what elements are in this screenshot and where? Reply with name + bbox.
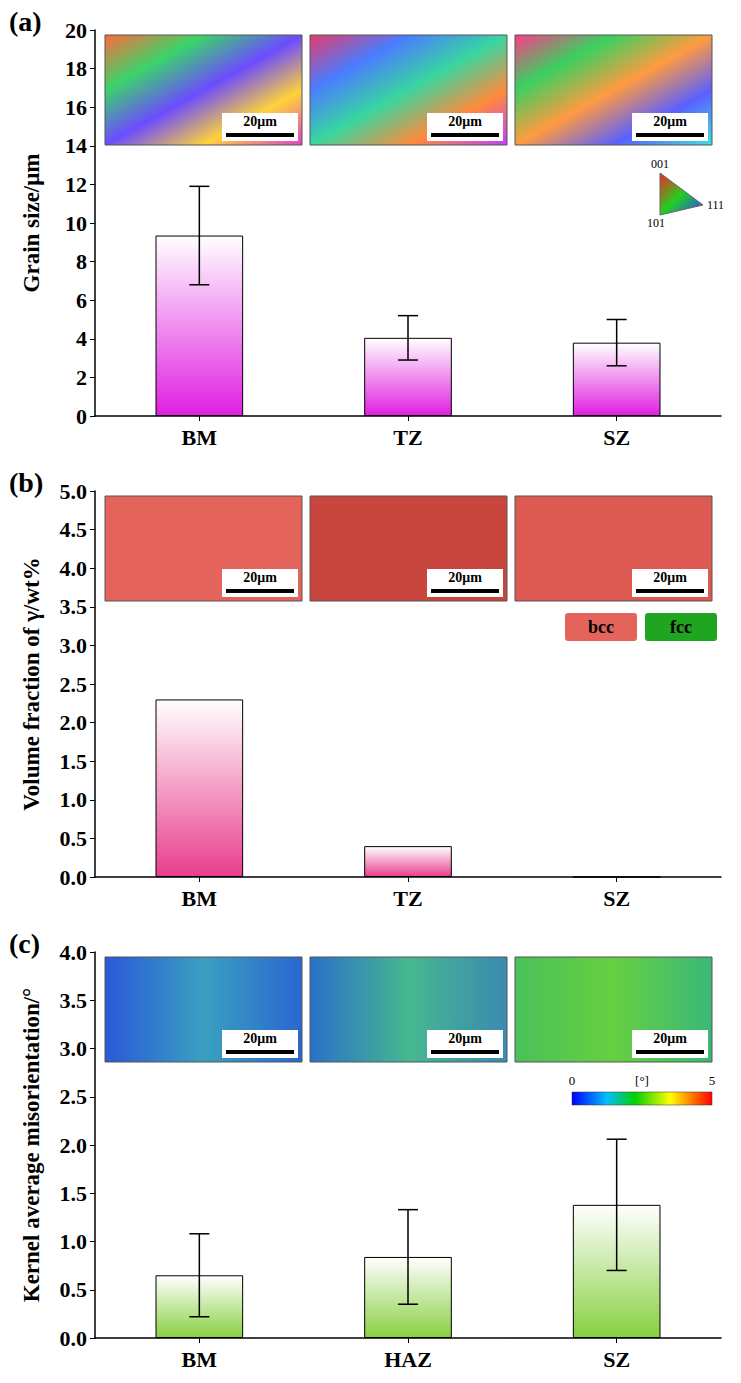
svg-text:0.0: 0.0 bbox=[60, 1326, 88, 1351]
svg-text:20μm: 20μm bbox=[243, 570, 277, 585]
svg-text:4.0: 4.0 bbox=[60, 940, 88, 965]
svg-text:0.5: 0.5 bbox=[60, 1277, 88, 1302]
svg-text:16: 16 bbox=[65, 95, 87, 120]
svg-text:101: 101 bbox=[647, 216, 665, 230]
svg-text:BM: BM bbox=[182, 425, 218, 450]
svg-text:3.5: 3.5 bbox=[60, 594, 88, 619]
svg-text:2.0: 2.0 bbox=[60, 1133, 88, 1158]
svg-text:20μm: 20μm bbox=[653, 1031, 687, 1046]
svg-text:2.0: 2.0 bbox=[60, 710, 88, 735]
svg-text:1.5: 1.5 bbox=[60, 1181, 88, 1206]
svg-text:4.0: 4.0 bbox=[60, 556, 88, 581]
svg-text:001: 001 bbox=[651, 157, 669, 171]
svg-text:1.0: 1.0 bbox=[60, 1229, 88, 1254]
svg-text:2.5: 2.5 bbox=[60, 1084, 88, 1109]
svg-text:20μm: 20μm bbox=[448, 114, 482, 129]
svg-text:20: 20 bbox=[65, 18, 87, 43]
svg-text:0: 0 bbox=[569, 1073, 576, 1088]
svg-text:20μm: 20μm bbox=[653, 570, 687, 585]
svg-text:fcc: fcc bbox=[670, 617, 692, 637]
svg-text:4.5: 4.5 bbox=[60, 517, 88, 542]
svg-text:2.5: 2.5 bbox=[60, 672, 88, 697]
svg-text:HAZ: HAZ bbox=[384, 1347, 432, 1372]
svg-text:6: 6 bbox=[76, 288, 87, 313]
svg-text:1.5: 1.5 bbox=[60, 749, 88, 774]
svg-text:20μm: 20μm bbox=[653, 114, 687, 129]
svg-text:(c): (c) bbox=[9, 928, 40, 959]
svg-text:Kernel average misorientation/: Kernel average misorientation/° bbox=[19, 988, 44, 1303]
svg-text:BM: BM bbox=[182, 886, 218, 911]
svg-text:bcc: bcc bbox=[588, 617, 614, 637]
svg-text:18: 18 bbox=[65, 56, 87, 81]
svg-text:5.0: 5.0 bbox=[60, 479, 88, 504]
svg-text:0.5: 0.5 bbox=[60, 826, 88, 851]
svg-text:SZ: SZ bbox=[603, 886, 630, 911]
svg-text:SZ: SZ bbox=[603, 425, 630, 450]
svg-text:12: 12 bbox=[65, 172, 87, 197]
svg-text:10: 10 bbox=[65, 211, 87, 236]
svg-text:(b): (b) bbox=[9, 467, 43, 498]
svg-text:5: 5 bbox=[709, 1073, 716, 1088]
svg-text:BM: BM bbox=[182, 1347, 218, 1372]
svg-text:SZ: SZ bbox=[603, 1347, 630, 1372]
svg-text:20μm: 20μm bbox=[448, 1031, 482, 1046]
svg-text:0.0: 0.0 bbox=[60, 865, 88, 890]
svg-text:8: 8 bbox=[76, 249, 87, 274]
svg-text:4: 4 bbox=[76, 326, 87, 351]
svg-text:1.0: 1.0 bbox=[60, 787, 88, 812]
svg-text:3.0: 3.0 bbox=[60, 633, 88, 658]
svg-text:111: 111 bbox=[707, 198, 724, 212]
svg-text:0: 0 bbox=[76, 404, 87, 429]
svg-text:(a): (a) bbox=[9, 6, 42, 37]
svg-text:TZ: TZ bbox=[393, 886, 422, 911]
svg-text:2: 2 bbox=[76, 365, 87, 390]
svg-text:20μm: 20μm bbox=[448, 570, 482, 585]
svg-text:20μm: 20μm bbox=[243, 114, 277, 129]
svg-text:14: 14 bbox=[65, 133, 87, 158]
svg-text:TZ: TZ bbox=[393, 425, 422, 450]
svg-text:20μm: 20μm bbox=[243, 1031, 277, 1046]
svg-text:[°]: [°] bbox=[635, 1073, 649, 1088]
svg-text:Volume fraction of γ/wt%: Volume fraction of γ/wt% bbox=[19, 557, 44, 810]
svg-text:3.0: 3.0 bbox=[60, 1036, 88, 1061]
svg-text:3.5: 3.5 bbox=[60, 988, 88, 1013]
svg-text:Grain size/μm: Grain size/μm bbox=[19, 154, 44, 293]
